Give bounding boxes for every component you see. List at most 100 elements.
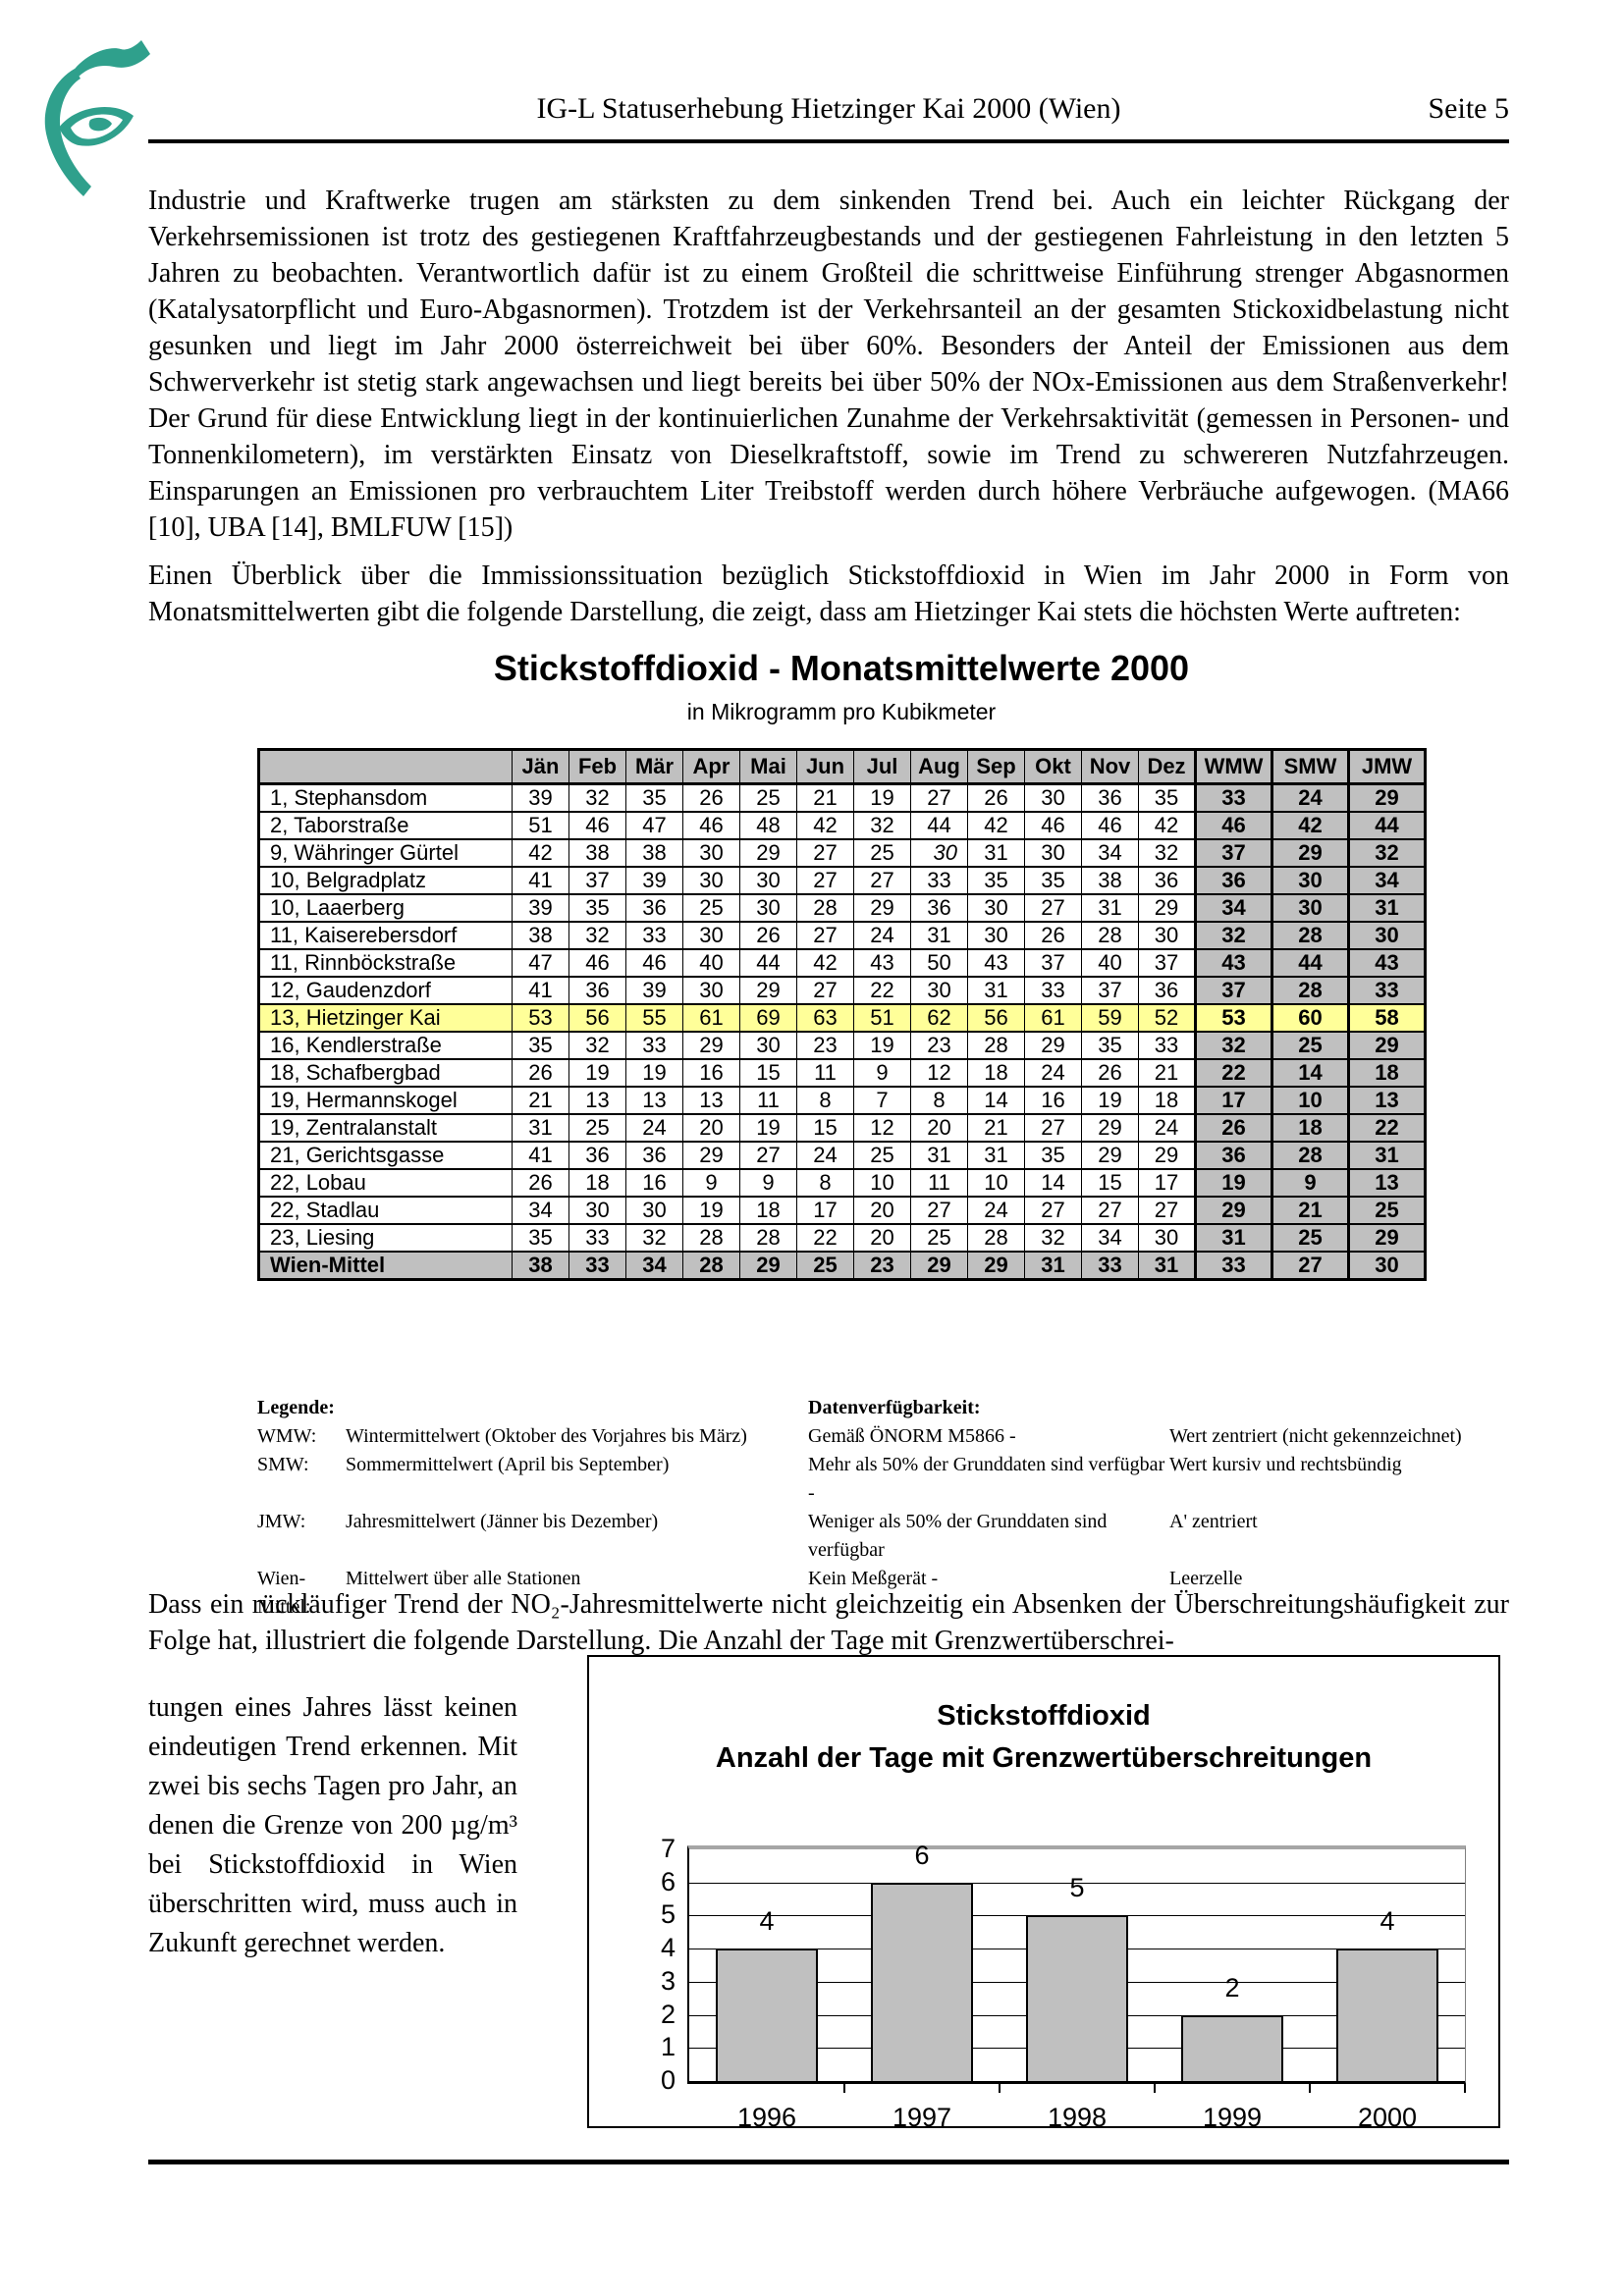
- table-row: 18, Schafbergbad 26 19 19 16 15 11 9 12 18 24 26 21 2…: [258, 1058, 1426, 1088]
- value-cell: 31: [1347, 1141, 1426, 1170]
- value-cell: 35: [967, 866, 1025, 895]
- value-cell: 27: [1081, 1196, 1139, 1225]
- legend-text: [1169, 1394, 1512, 1422]
- value-cell: 56: [967, 1003, 1025, 1033]
- table-row: 22, Lobau 26 18 16 9 9 8 10 11 10 14 15 17 19 9 13: [258, 1168, 1426, 1198]
- value-cell: 29: [967, 1251, 1025, 1281]
- station-name-cell: 12, Gaudenzdorf: [258, 976, 513, 1005]
- x-axis-tick: [1464, 2084, 1466, 2093]
- value-cell: 39: [512, 782, 569, 813]
- value-cell: 38: [1081, 866, 1139, 895]
- value-cell: 27: [910, 1196, 968, 1225]
- value-cell: 11: [796, 1058, 854, 1088]
- legend-text: Datenverfügbarkeit:: [808, 1397, 981, 1418]
- value-cell: 18: [1347, 1058, 1426, 1088]
- value-cell: 11: [739, 1086, 797, 1115]
- bar-1998: [1026, 1915, 1128, 2081]
- table-row: 1, Stephansdom 39 32 35 26 25 21 19 27 26 30 36 35 33…: [258, 782, 1426, 813]
- legend-row: JMW: Jahresmittelwert (Jänner bis Dezembe…: [257, 1508, 1512, 1565]
- value-cell: 33: [1081, 1251, 1139, 1281]
- value-cell: 37: [1024, 948, 1082, 978]
- value-cell: 26: [739, 921, 797, 950]
- value-cell: 36: [1081, 782, 1139, 813]
- value-cell: 43: [967, 948, 1025, 978]
- legend-row: SMW: Sommermittelwert (April bis Septembe…: [257, 1451, 1512, 1508]
- value-cell: 37: [568, 866, 626, 895]
- value-cell: 32: [1194, 921, 1272, 950]
- table-row: 10, Belgradplatz 41 37 39 30 30 27 27 33 35 35 38 36…: [258, 866, 1426, 895]
- station-name-cell: 10, Laaerberg: [258, 893, 513, 923]
- value-cell: 29: [1138, 1141, 1196, 1170]
- station-name-cell: 22, Stadlau: [258, 1196, 513, 1225]
- value-cell: 25: [1271, 1223, 1349, 1253]
- value-cell: 18: [568, 1168, 626, 1198]
- value-cell: 29: [1194, 1196, 1272, 1225]
- value-cell: 61: [682, 1003, 740, 1033]
- value-cell: 39: [625, 866, 683, 895]
- exceedance-chart: Stickstoffdioxid Anzahl der Tage mit Gre…: [587, 1655, 1500, 2132]
- value-cell: 7: [853, 1086, 911, 1115]
- value-cell: 33: [910, 866, 968, 895]
- value-cell: 29: [739, 838, 797, 868]
- value-cell: 33: [1024, 976, 1082, 1005]
- value-cell: 25: [910, 1223, 968, 1253]
- paragraph-exceedance-column: tungen eines Jahres lässt keinen eindeut…: [148, 1692, 517, 1958]
- y-axis-tick-label: 0: [660, 2065, 676, 2095]
- value-cell: 28: [967, 1031, 1025, 1060]
- value-cell: 33: [568, 1251, 626, 1281]
- chart-plot-area: 0 1 2 3 4 5 6 7 4 1996 6 1997 5 1998 2 1999 4 2000: [661, 1834, 1466, 2132]
- value-cell: 46: [682, 811, 740, 840]
- value-cell: 29: [853, 893, 911, 923]
- value-cell: 46: [1194, 811, 1272, 840]
- column-header: Mai: [739, 748, 797, 785]
- value-cell: 15: [796, 1113, 854, 1143]
- value-cell: 38: [512, 1251, 569, 1281]
- value-cell: 28: [682, 1223, 740, 1253]
- value-cell: 37: [1081, 976, 1139, 1005]
- value-cell: 47: [512, 948, 569, 978]
- value-cell: 19: [739, 1113, 797, 1143]
- value-cell: 30: [739, 1031, 797, 1060]
- value-cell: 42: [796, 948, 854, 978]
- legend-text: Weniger als 50% der Grunddaten sind verf…: [808, 1511, 1108, 1561]
- legend-text: JMW:: [257, 1511, 306, 1532]
- value-cell: 53: [1194, 1003, 1272, 1033]
- x-axis-tick: [1154, 2084, 1156, 2093]
- value-cell: 40: [682, 948, 740, 978]
- value-cell: 34: [625, 1251, 683, 1281]
- station-name-cell: 2, Taborstraße: [258, 811, 513, 840]
- bar-value-label: 6: [914, 1840, 930, 1870]
- value-cell: 36: [1194, 1141, 1272, 1170]
- x-axis-category-label: 1999: [1202, 2103, 1263, 2132]
- value-cell: 24: [796, 1141, 854, 1170]
- column-header: JMW: [1347, 748, 1426, 785]
- value-cell: 29: [682, 1141, 740, 1170]
- value-cell: 13: [682, 1086, 740, 1115]
- value-cell: 48: [739, 811, 797, 840]
- value-cell: 9: [1271, 1168, 1349, 1198]
- value-cell: 9: [853, 1058, 911, 1088]
- value-cell: 32: [1194, 1031, 1272, 1060]
- legend-row: Wien-Mittel: Mittelwert über alle Station…: [257, 1565, 1512, 1622]
- value-cell: 63: [796, 1003, 854, 1033]
- corner-cell: [258, 748, 513, 785]
- value-cell: 41: [512, 1141, 569, 1170]
- table-row: 9, Währinger Gürtel 42 38 38 30 29 27 25 30 31 30 3…: [258, 838, 1426, 868]
- value-cell: 27: [1024, 1113, 1082, 1143]
- y-axis-tick-label: 5: [660, 1899, 676, 1930]
- value-cell: 34: [1194, 893, 1272, 923]
- legend-text: Leerzelle: [1169, 1568, 1243, 1589]
- value-cell: 34: [1081, 838, 1139, 868]
- table-row: 23, Liesing 35 33 32 28 28 22 20 25 28 32 34 30 31 25 2…: [258, 1223, 1426, 1253]
- value-cell: 30: [1347, 1251, 1426, 1281]
- value-cell: 30: [625, 1196, 683, 1225]
- value-cell: 31: [1347, 893, 1426, 923]
- footer-rule: [148, 2160, 1509, 2164]
- page-header-title: IG-L Statuserhebung Hietzinger Kai 2000 …: [536, 92, 1121, 125]
- value-cell: 29: [739, 976, 797, 1005]
- column-header: WMW: [1194, 748, 1272, 785]
- column-header: Sep: [967, 748, 1025, 785]
- value-cell: 16: [1024, 1086, 1082, 1115]
- value-cell: 26: [967, 782, 1025, 813]
- legend-text: Jahresmittelwert (Jänner bis Dezember): [346, 1511, 659, 1532]
